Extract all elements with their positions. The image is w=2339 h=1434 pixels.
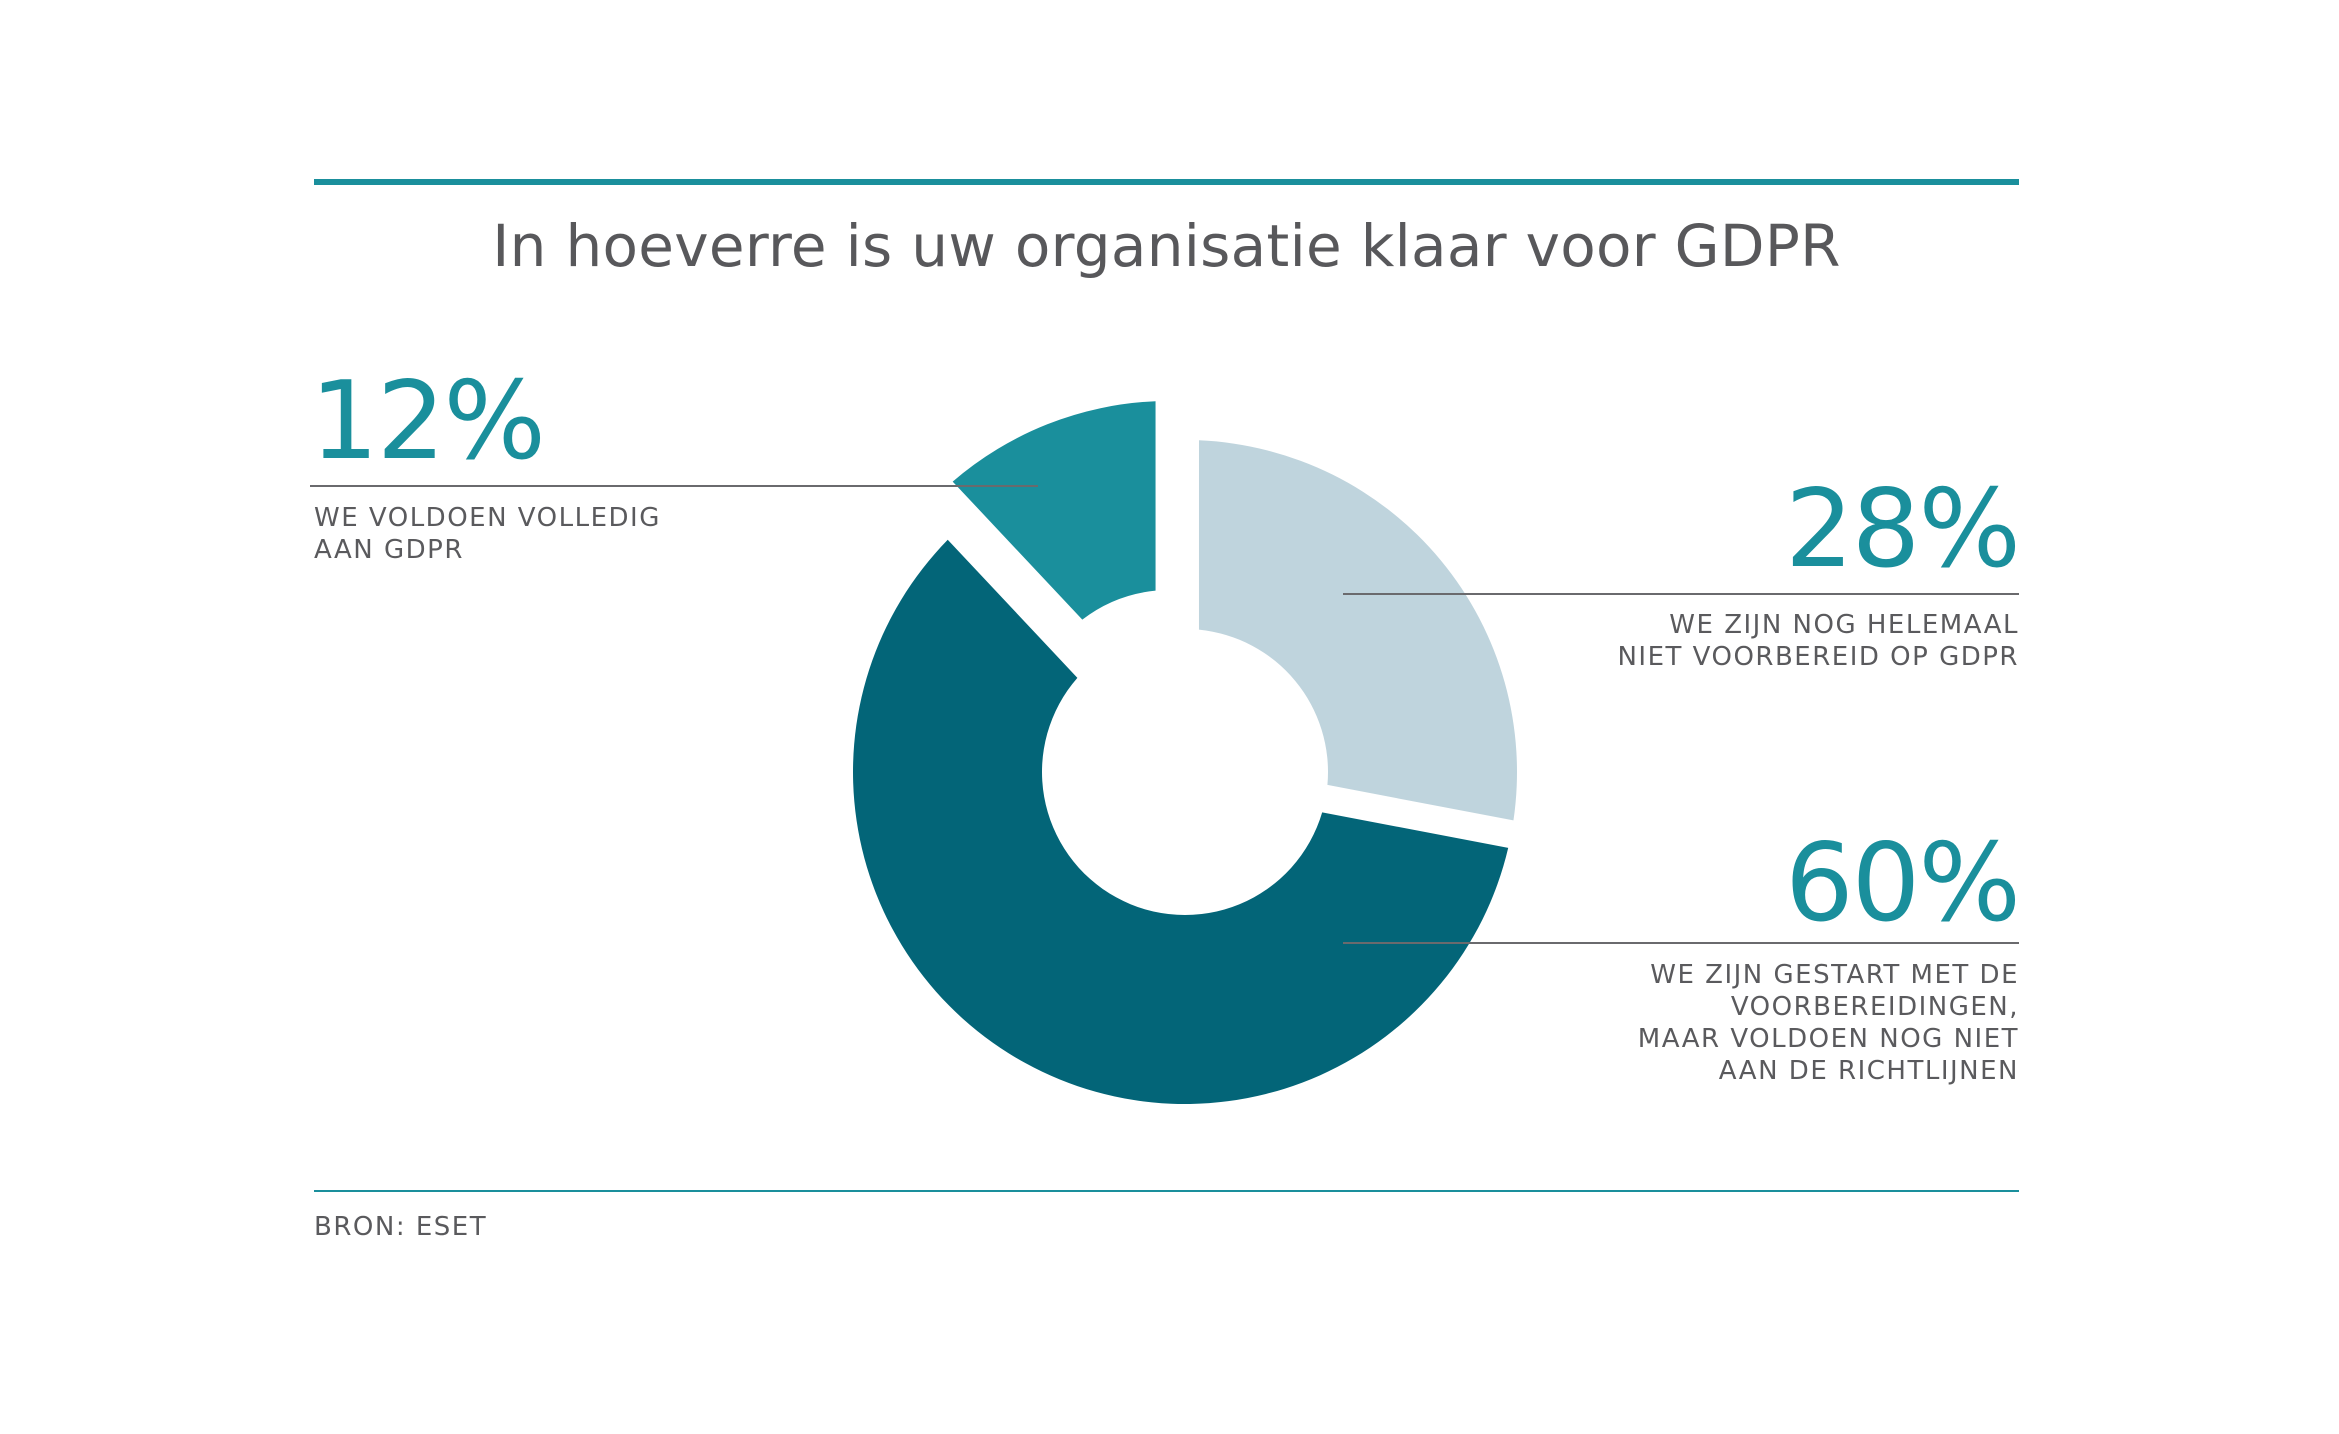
slice-value-label-not-prepared: 28% xyxy=(1784,467,2021,592)
slice-not-prepared xyxy=(1198,440,1517,821)
slice-description-line: AAN DE RICHTLIJNEN xyxy=(1718,1056,2019,1086)
top-divider xyxy=(314,179,2019,185)
slice-description-line: WE ZIJN GESTART MET DE xyxy=(1650,960,2019,990)
leader-line-not-prepared xyxy=(1343,593,2019,595)
slice-description-line: WE ZIJN NOG HELEMAAL xyxy=(1669,610,2019,640)
slice-description-started-preparing: WE ZIJN GESTART MET DE VOORBEREIDINGEN, … xyxy=(1638,959,2019,1087)
source-note: BRON: ESET xyxy=(314,1212,488,1242)
slice-value-label-started-preparing: 60% xyxy=(1784,821,2021,946)
bottom-divider xyxy=(314,1190,2019,1192)
slice-started-preparing xyxy=(853,539,1509,1104)
slice-description-not-prepared: WE ZIJN NOG HELEMAAL NIET VOORBEREID OP … xyxy=(1617,609,2019,673)
slice-fully-compliant xyxy=(952,401,1156,620)
slice-description-line: AAN GDPR xyxy=(314,535,464,565)
chart-title: In hoeverre is uw organisatie klaar voor… xyxy=(492,212,1841,280)
slice-description-line: VOORBEREIDINGEN, xyxy=(1730,992,2019,1022)
leader-line-fully-compliant xyxy=(310,485,1038,487)
leader-line-started-preparing xyxy=(1343,942,2019,944)
slice-description-fully-compliant: WE VOLDOEN VOLLEDIG AAN GDPR xyxy=(314,502,661,566)
slice-description-line: MAAR VOLDOEN NOG NIET xyxy=(1637,1024,2019,1054)
slice-value-label-fully-compliant: 12% xyxy=(310,359,546,484)
slice-description-line: WE VOLDOEN VOLLEDIG xyxy=(314,503,661,533)
slice-description-line: NIET VOORBEREID OP GDPR xyxy=(1617,642,2019,672)
